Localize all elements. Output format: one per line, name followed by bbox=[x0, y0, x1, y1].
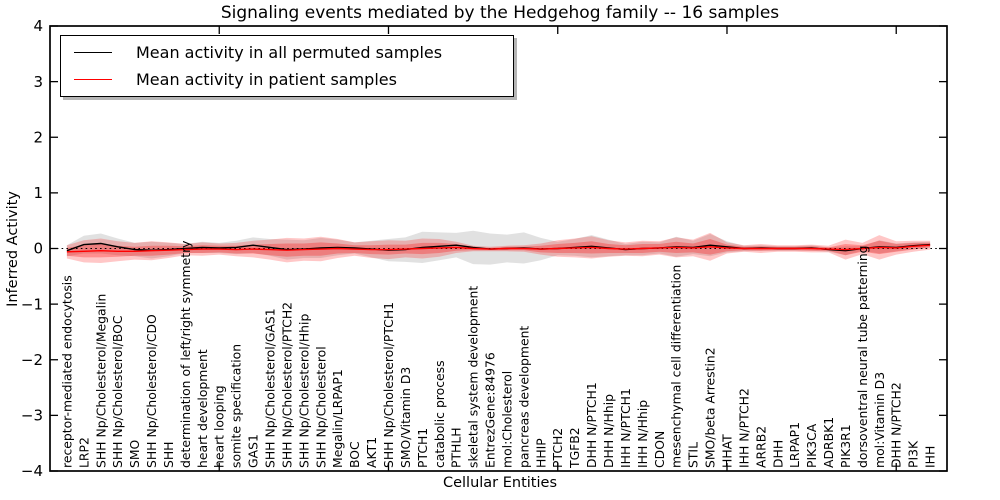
x-tick-label: SHH Np/Cholesterol bbox=[313, 346, 328, 468]
x-tick-label: PTHLH bbox=[449, 427, 464, 468]
y-tick-label: −3 bbox=[21, 407, 43, 425]
x-tick-label: determination of left/right symmetry bbox=[178, 241, 193, 469]
x-tick-label: HHIP bbox=[533, 438, 548, 468]
x-tick-label: SHH Np/Cholesterol/Hhip bbox=[296, 314, 311, 468]
x-tick-label: somite specification bbox=[229, 344, 244, 468]
legend-label-permuted: Mean activity in all permuted samples bbox=[136, 43, 443, 63]
x-tick-label: SHH Np/Cholesterol/PTCH1 bbox=[381, 302, 396, 468]
x-tick-label: PTCH1 bbox=[415, 428, 430, 468]
x-tick-label: LRP2 bbox=[76, 437, 91, 468]
y-tick-label: 0 bbox=[33, 240, 43, 258]
x-tick-label: PTCH2 bbox=[550, 428, 565, 468]
y-tick-label: −1 bbox=[21, 295, 43, 313]
x-tick-label: BOC bbox=[347, 441, 362, 468]
x-tick-label: DHH bbox=[770, 440, 785, 468]
x-tick-label: AKT1 bbox=[364, 437, 379, 468]
x-tick-label: catabolic process bbox=[432, 360, 447, 468]
x-tick-label: receptor-mediated endocytosis bbox=[59, 275, 74, 468]
x-tick-label: TGFB2 bbox=[567, 427, 582, 469]
x-tick-label: PI3K bbox=[906, 440, 921, 468]
legend-line-patient-icon bbox=[74, 78, 112, 80]
x-tick-label: heart looping bbox=[212, 385, 227, 468]
x-tick-label: SMO/beta Arrestin2 bbox=[703, 347, 718, 468]
x-tick-label: heart development bbox=[195, 349, 210, 468]
x-tick-label: EntrezGene:84976 bbox=[483, 352, 498, 468]
x-tick-label: DHH N/PTCH2 bbox=[889, 382, 904, 468]
x-tick-label: DHH N/PTCH1 bbox=[584, 382, 599, 468]
legend-item-patient: Mean activity in patient samples bbox=[61, 70, 513, 89]
x-tick-label: mol:Vitamin D3 bbox=[872, 372, 887, 468]
x-tick-label: Megalin/LRPAP1 bbox=[330, 369, 345, 468]
x-tick-label: IHH N/Hhip bbox=[635, 400, 650, 468]
x-tick-label: SMO/Vitamin D3 bbox=[398, 367, 413, 468]
x-tick-label: IHH bbox=[923, 446, 938, 468]
y-tick-label: 3 bbox=[33, 73, 43, 91]
x-tick-label: HHAT bbox=[720, 434, 735, 468]
x-tick-label: LRPAP1 bbox=[787, 422, 802, 468]
band-permuted-spread bbox=[66, 230, 931, 265]
x-tick-label: GAS1 bbox=[246, 434, 261, 468]
chart-title: Signaling events mediated by the Hedgeho… bbox=[220, 3, 780, 23]
x-tick-label: SHH Np/Cholesterol/Megalin bbox=[93, 294, 108, 468]
y-tick-label: 1 bbox=[33, 184, 43, 202]
x-tick-label: skeletal system development bbox=[466, 286, 481, 468]
x-tick-label: mesenchymal cell differentiation bbox=[669, 265, 684, 468]
x-tick-label: IHH N/PTCH1 bbox=[618, 388, 633, 468]
x-tick-label: pancreas development bbox=[516, 326, 531, 468]
x-tick-label: PIK3CA bbox=[804, 423, 819, 468]
legend-label-patient: Mean activity in patient samples bbox=[136, 69, 397, 89]
legend-line-permuted-icon bbox=[74, 52, 112, 54]
x-tick-label: SMO bbox=[127, 439, 142, 468]
x-tick-label: STIL bbox=[686, 442, 701, 468]
x-tick-label: dorsoventral neural tube patterning bbox=[855, 245, 870, 468]
x-tick-label: ADRBK1 bbox=[821, 417, 836, 468]
x-tick-label: PIK3R1 bbox=[838, 424, 853, 468]
y-tick-label: −4 bbox=[21, 462, 43, 480]
x-tick-label: SHH bbox=[161, 442, 176, 469]
legend: Mean activity in all permuted samples Me… bbox=[60, 35, 514, 97]
line-patient-mean bbox=[66, 244, 931, 253]
x-tick-label: SHH Np/Cholesterol/BOC bbox=[110, 315, 125, 468]
x-axis-label: Cellular Entities bbox=[442, 475, 558, 491]
x-tick-label: IHH N/PTCH2 bbox=[736, 388, 751, 468]
x-tick-label: ARRB2 bbox=[753, 426, 768, 468]
x-tick-label: SHH Np/Cholesterol/PTCH2 bbox=[279, 302, 294, 468]
x-tick-label: CDON bbox=[652, 431, 667, 468]
x-tick-label: mol:Cholesterol bbox=[500, 371, 515, 468]
x-tick-label: SHH Np/Cholesterol/CDO bbox=[144, 314, 159, 468]
y-tick-label: 2 bbox=[33, 128, 43, 146]
x-tick-label: SHH Np/Cholesterol/GAS1 bbox=[263, 308, 278, 468]
y-tick-label: 4 bbox=[33, 17, 43, 35]
x-tick-label: DHH N/Hhip bbox=[601, 394, 616, 468]
legend-item-permuted: Mean activity in all permuted samples bbox=[61, 43, 513, 62]
y-tick-label: −2 bbox=[21, 351, 43, 369]
